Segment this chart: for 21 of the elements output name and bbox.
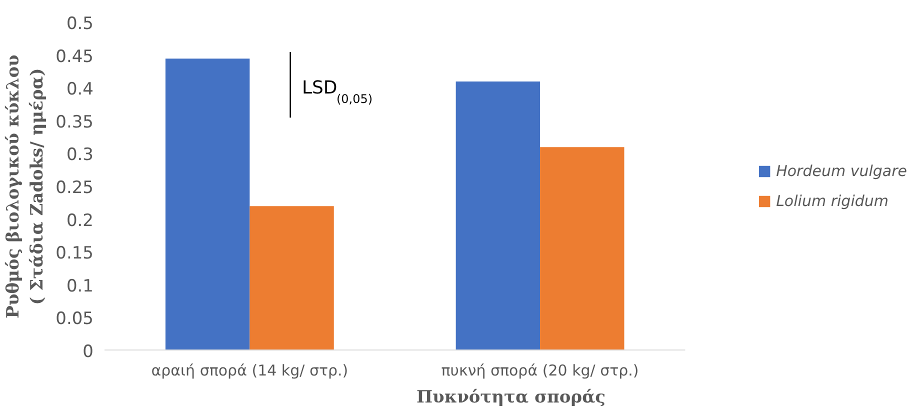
bar — [165, 58, 250, 350]
y-tick-label: 0.05 — [56, 309, 94, 330]
x-tick-label: πυκνή σπορά (20 kg/ στρ.) — [441, 362, 639, 380]
y-tick-label: 0.35 — [56, 112, 94, 132]
bar — [456, 82, 540, 350]
y-tick-label: 0.1 — [66, 276, 94, 296]
legend-label: Hordeum vulgare — [776, 162, 907, 180]
y-tick-label: 0.3 — [66, 145, 94, 166]
x-axis-title: Πυκνότητα σποράς — [416, 388, 606, 408]
y-tick-label: 0.4 — [66, 80, 94, 100]
y-tick-label: 0.15 — [56, 244, 94, 264]
y-tick-label: 0 — [82, 342, 94, 362]
bar — [540, 147, 624, 350]
y-axis-title: Ρυθμός βιολογικού κύκλου ( Στάδια Zadoks/ ημέρα) — [4, 54, 48, 318]
y-tick-label: 0.2 — [66, 210, 94, 231]
y-tick-label: 0.5 — [66, 14, 94, 34]
y-tick-label: 0.25 — [56, 178, 94, 198]
bar — [250, 206, 334, 350]
x-tick-label: αραιή σπορά (14 kg/ στρ.) — [151, 362, 348, 380]
legend-label: Lolium rigidum — [776, 192, 888, 210]
y-tick-label: 0.45 — [56, 46, 94, 67]
